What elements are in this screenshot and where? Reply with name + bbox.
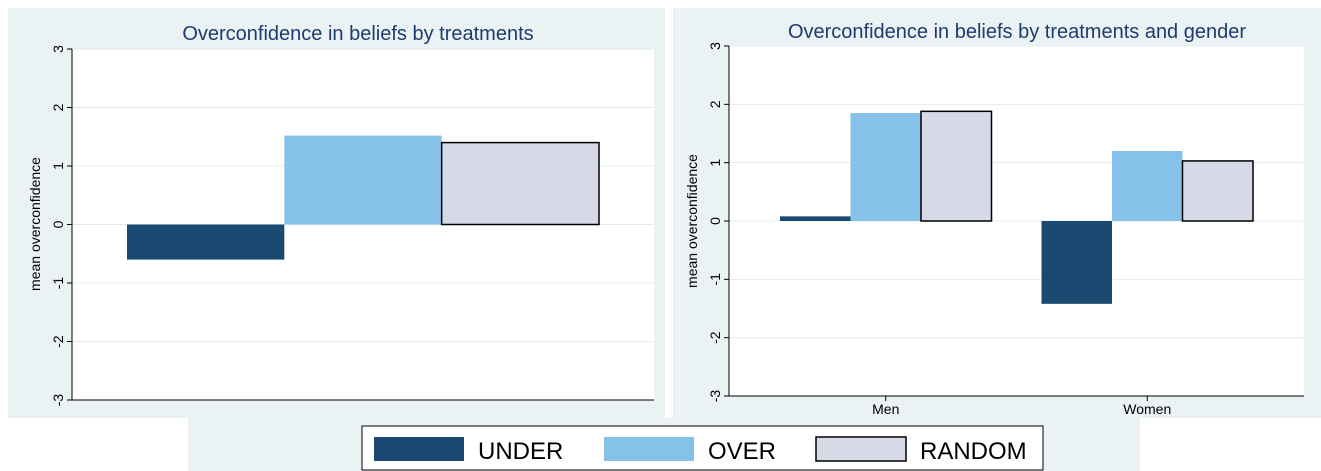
x-category-label: Men xyxy=(872,401,899,417)
legend-swatch-random xyxy=(815,436,907,462)
y-tick-label: -2 xyxy=(50,335,66,348)
x-category-label: Women xyxy=(1123,401,1171,417)
y-tick-label: 3 xyxy=(50,45,66,53)
bar-random xyxy=(440,141,600,226)
left-chart-panel: Overconfidence in beliefs by treatments … xyxy=(8,8,665,418)
y-tick-label: 0 xyxy=(707,217,723,225)
left-bars xyxy=(127,135,600,260)
legend-swatch-over xyxy=(604,437,694,461)
y-tick-label: -1 xyxy=(50,277,66,290)
left-y-axis-ticks: -3 -2 -1 0 1 2 3 xyxy=(50,45,72,406)
left-chart-title: Overconfidence in beliefs by treatments xyxy=(182,23,533,45)
y-tick-label: -3 xyxy=(707,390,723,403)
left-y-axis-label: mean overconfidence xyxy=(27,157,43,291)
bar-over-men xyxy=(850,113,921,221)
right-chart-panel: Overconfidence in beliefs by treatments … xyxy=(673,8,1321,418)
bar-under-men xyxy=(780,216,851,221)
legend-label-over: OVER xyxy=(708,438,776,465)
y-tick-label: -3 xyxy=(50,394,66,407)
y-tick-label: 1 xyxy=(707,159,723,167)
legend-label-random: RANDOM xyxy=(920,438,1027,465)
right-y-axis-label: mean overconfidence xyxy=(684,154,700,288)
y-tick-label: 0 xyxy=(50,220,66,228)
right-y-axis-ticks: -3 -2 -1 0 1 2 3 xyxy=(707,42,729,402)
legend-label-under: UNDER xyxy=(478,438,563,465)
legend-box xyxy=(361,425,1044,471)
right-chart-title: Overconfidence in beliefs by treatments … xyxy=(788,21,1246,43)
right-x-axis-categories: Men Women xyxy=(872,396,1171,417)
legend-items: UNDER OVER RANDOM xyxy=(374,436,1027,465)
legend-swatch-under xyxy=(374,437,464,461)
y-tick-label: 3 xyxy=(707,42,723,50)
legend: UNDER OVER RANDOM xyxy=(188,418,1140,471)
bar-random-women xyxy=(1181,160,1254,222)
bar-under-women xyxy=(1041,221,1112,304)
bar-over xyxy=(284,135,442,225)
y-tick-label: 1 xyxy=(50,162,66,170)
right-bars xyxy=(780,110,1254,304)
bar-random-men xyxy=(920,110,993,222)
bar-over-women xyxy=(1112,151,1183,221)
y-tick-label: -2 xyxy=(707,331,723,344)
bar-under xyxy=(127,224,285,260)
y-tick-label: 2 xyxy=(707,100,723,108)
y-tick-label: 2 xyxy=(50,103,66,111)
y-tick-label: -1 xyxy=(707,273,723,286)
